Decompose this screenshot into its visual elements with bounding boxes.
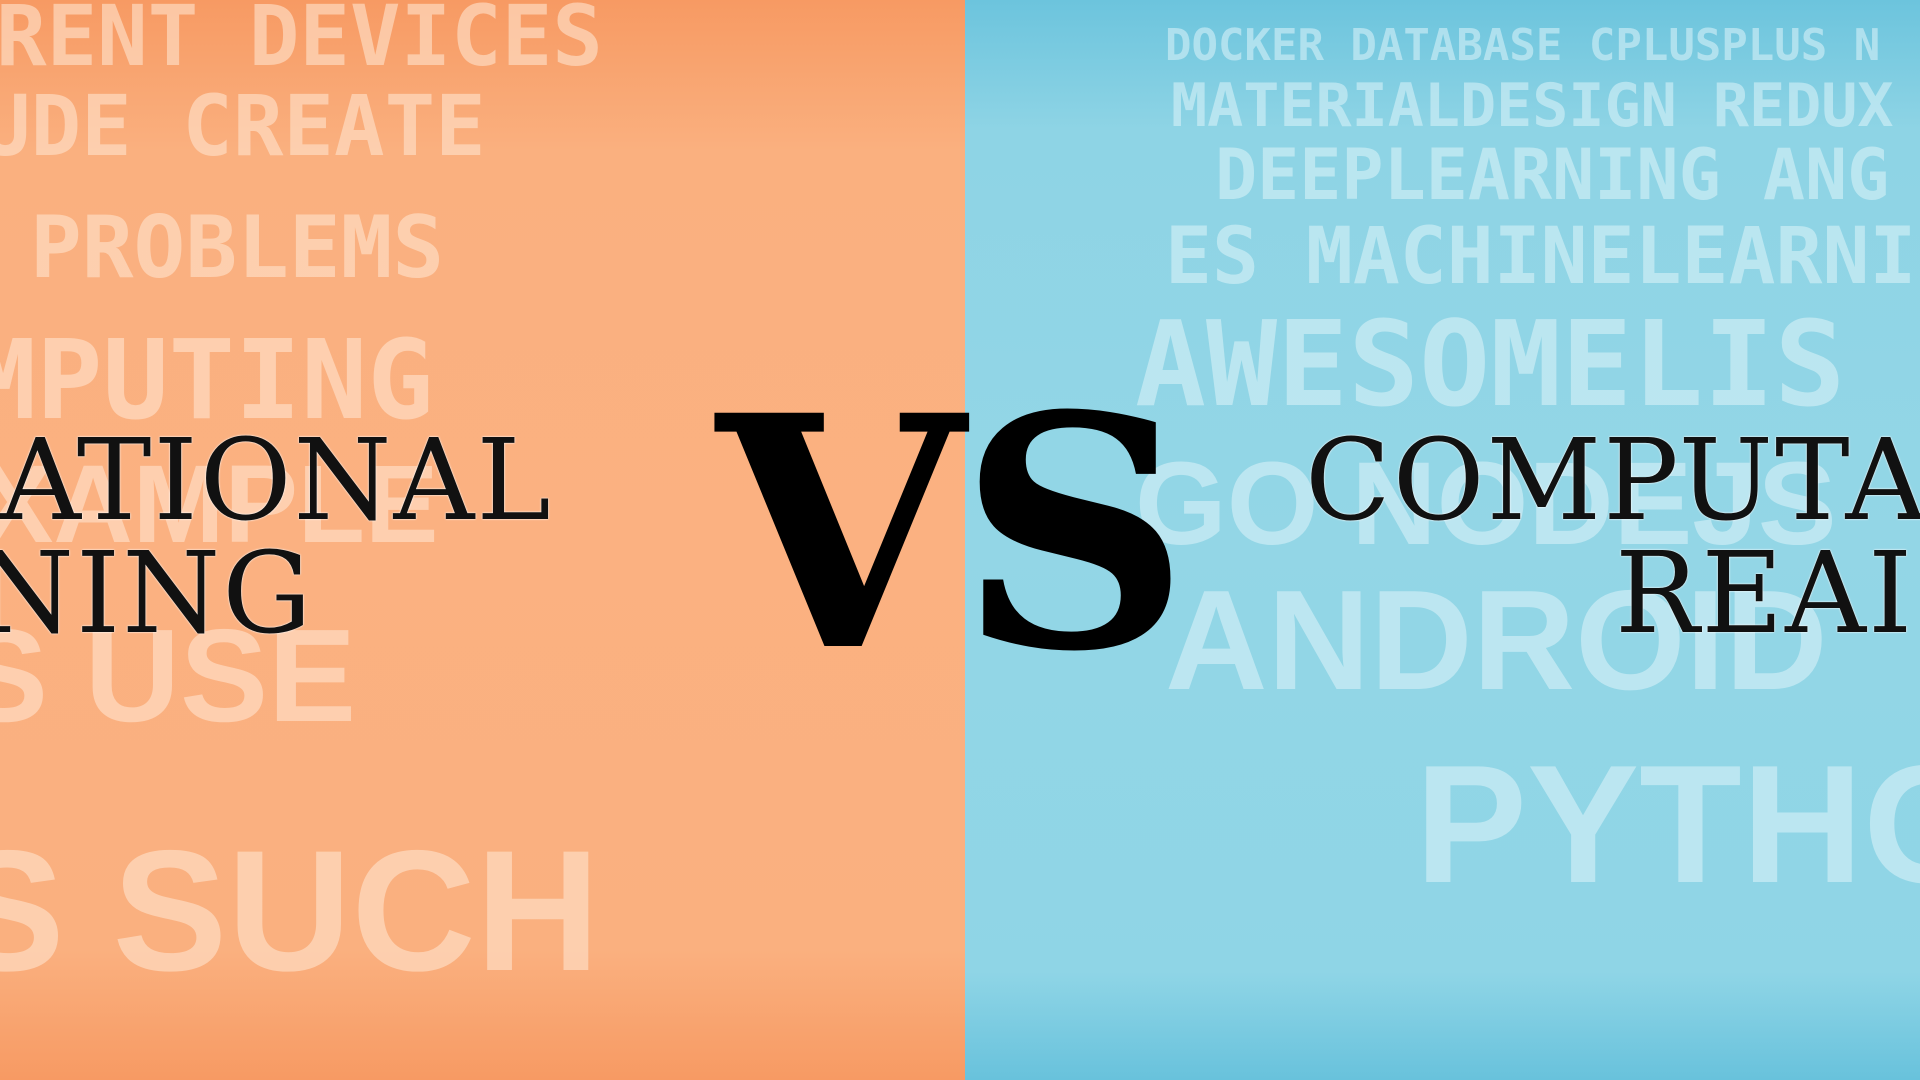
right-title-line-1: COMPUTA bbox=[1305, 416, 1920, 546]
background-word: AWESOMELIS bbox=[1135, 295, 1846, 433]
background-word: RENT DEVICES bbox=[0, 0, 603, 85]
vs-label: VS bbox=[716, 347, 1189, 722]
left-panel: RENT DEVICES UDE CREATE PROBLEMS MPUTING… bbox=[0, 0, 965, 1080]
right-title-line-2: REAI bbox=[1615, 529, 1915, 659]
right-panel: DOCKER DATABASE CPLUSPLUS N MATERIALDESI… bbox=[965, 0, 1920, 1080]
background-word: ES MACHINELEARNI bbox=[1165, 212, 1917, 302]
left-title-line-1: ATIONAL bbox=[0, 416, 553, 546]
background-word: UDE CREATE bbox=[0, 77, 486, 175]
background-word: ANDROID bbox=[1165, 561, 1828, 720]
background-word: S USE bbox=[0, 602, 357, 749]
background-word: MPUTING bbox=[0, 316, 434, 444]
background-word: DOCKER DATABASE CPLUSPLUS N bbox=[1165, 20, 1881, 71]
left-title-line-2: NING bbox=[0, 529, 314, 659]
background-word: MATERIALDESIGN REDUX bbox=[1171, 71, 1894, 141]
background-word: PYTHO bbox=[1415, 730, 1920, 918]
background-word: S SUCH bbox=[0, 815, 600, 1007]
background-word: GO NODEJS bbox=[1135, 438, 1837, 570]
background-word: XAMPLE bbox=[0, 443, 439, 566]
background-word: DEEPLEARNING ANG bbox=[1215, 134, 1890, 216]
background-word: PROBLEMS bbox=[30, 198, 445, 298]
